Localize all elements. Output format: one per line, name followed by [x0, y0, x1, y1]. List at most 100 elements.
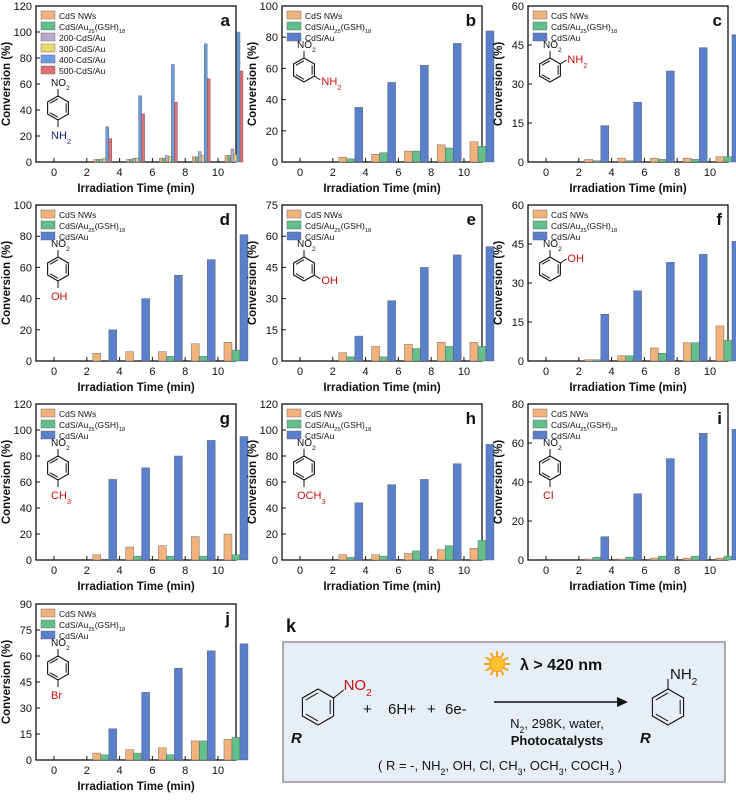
legend-label-cdsau: CdS/Au [305, 33, 335, 43]
legend-swatch-cdsau_400 [40, 54, 56, 64]
text-part: NH [321, 76, 337, 88]
text-part: (GSH) [341, 22, 365, 32]
bar-cdsau [387, 484, 396, 561]
y-tick-label: 80 [20, 451, 32, 463]
legend-label-au: CdS/Au25(GSH)18 [551, 221, 617, 234]
y-tick-label: 60 [512, 200, 524, 212]
bar-cdsau [420, 65, 429, 163]
text-part: NO [297, 239, 312, 250]
bar-cdsau [485, 246, 495, 362]
text-part: (GSH) [95, 22, 119, 32]
x-tick-label: 4 [363, 565, 369, 577]
bar-cdsau [731, 429, 736, 561]
legend-label-cdsau: CdS/Au [305, 431, 335, 441]
plot-frame [35, 603, 237, 761]
subscript: 25 [334, 29, 340, 35]
bar-cdsau [108, 329, 118, 362]
x-tick-label: 10 [704, 167, 716, 179]
x-tick-label: 6 [149, 366, 155, 378]
bar-cdsau_300 [200, 155, 205, 163]
subscript: 18 [119, 228, 125, 234]
y-tick-label: 100 [14, 200, 32, 212]
x-tick-label: 0 [543, 167, 549, 179]
y-tick-label: 40 [20, 294, 32, 306]
bar-cdsau [666, 262, 675, 362]
legend-swatch-au [40, 419, 56, 429]
bar-au [129, 159, 133, 163]
y-tick-label: 75 [20, 625, 32, 637]
plot-frame [35, 403, 237, 561]
bar-au [658, 353, 667, 362]
bar-cds [682, 157, 692, 163]
x-tick-label: 10 [704, 565, 716, 577]
bar-cdsau [731, 34, 736, 163]
subscript: 2 [66, 246, 70, 253]
x-tick-label: 4 [609, 167, 615, 179]
bar-cdsau [600, 314, 610, 362]
product-ring [651, 688, 685, 726]
bar-au [346, 356, 356, 362]
legend-swatch-au [40, 619, 56, 629]
legend-label-cds: CdS NWs [59, 609, 96, 619]
y-tick-label: 60 [266, 477, 278, 489]
y-tick-label: 0 [272, 555, 278, 567]
legend-swatch-cdsau [286, 32, 302, 42]
bar-cdsau [420, 479, 429, 561]
text-part: 300 [59, 44, 73, 54]
plot-frame [281, 204, 483, 362]
x-tick-label: 0 [297, 167, 303, 179]
legend-label-cdsau: CdS/Au [59, 431, 89, 441]
text-part: CdS/Au [551, 431, 581, 441]
bar-au [100, 754, 110, 761]
text-part: CH [51, 490, 67, 502]
bar-cdsau [633, 101, 642, 163]
bar-cds [436, 342, 446, 362]
subscript: 18 [119, 29, 125, 35]
text-part: 400 [59, 55, 73, 65]
x-tick-label: 4 [117, 565, 123, 577]
subscript: 2 [583, 61, 587, 70]
x-tick-label: 2 [576, 167, 582, 179]
x-tick-label: 4 [117, 765, 123, 777]
sun-icon [484, 651, 510, 677]
y-tick-label: 100 [260, 425, 278, 437]
y-tick-label: 60 [512, 438, 524, 450]
x-tick-label: 2 [330, 366, 336, 378]
text-part: CdS/Au [59, 620, 89, 630]
bar-cds [617, 355, 626, 362]
bar-cds [223, 533, 233, 561]
text-part: (GSH) [95, 221, 119, 231]
x-tick-label: 2 [330, 167, 336, 179]
bar-cdsau_400 [203, 43, 208, 163]
legend-label-cdsau: CdS/Au [551, 33, 581, 43]
x-tick-label: 2 [84, 167, 90, 179]
legend-label-cdsau_300: 300-CdS/Au [59, 44, 106, 54]
ring-double-bond [305, 713, 319, 722]
bar-cdsau_400 [171, 64, 175, 163]
nitro-label: NO2 [297, 40, 316, 54]
chart-panel-i: 0 20 40 60 80 Conversion (%) 0 2 4 6 8 10 Irradiatio… [493, 399, 736, 593]
bar-au [198, 356, 208, 362]
text-part: CdS/Au [59, 221, 89, 231]
bar-au [346, 158, 356, 163]
substituent-bond [560, 258, 567, 264]
chart-panel-f: 0 15 30 45 60 Conversion (%) 0 2 4 6 8 10 Irradiatio… [493, 200, 736, 394]
text-part: OH [51, 291, 68, 303]
x-tick-label: 8 [182, 565, 188, 577]
text-part: CdS NWs [59, 210, 96, 220]
subscript: 25 [580, 427, 586, 433]
substituent-label: OH [321, 275, 338, 287]
chart-panel-h: 0 20 40 60 80 100 120 Conversion (%) 0 2 4 6 8 10 Irra… [247, 399, 495, 593]
text-part: ) [614, 758, 622, 773]
y-axis-label: Conversion (%) [247, 42, 259, 127]
y-tick-label: 40 [512, 477, 524, 489]
x-tick-label: 6 [641, 366, 647, 378]
y-tick-label: 0 [272, 356, 278, 368]
subscript: 25 [88, 427, 94, 433]
bar-au [592, 556, 602, 561]
plot-frame [527, 204, 729, 362]
panel-letter: i [717, 409, 722, 428]
text-part: -CdS/Au [73, 44, 105, 54]
text-part: NO [297, 40, 312, 51]
